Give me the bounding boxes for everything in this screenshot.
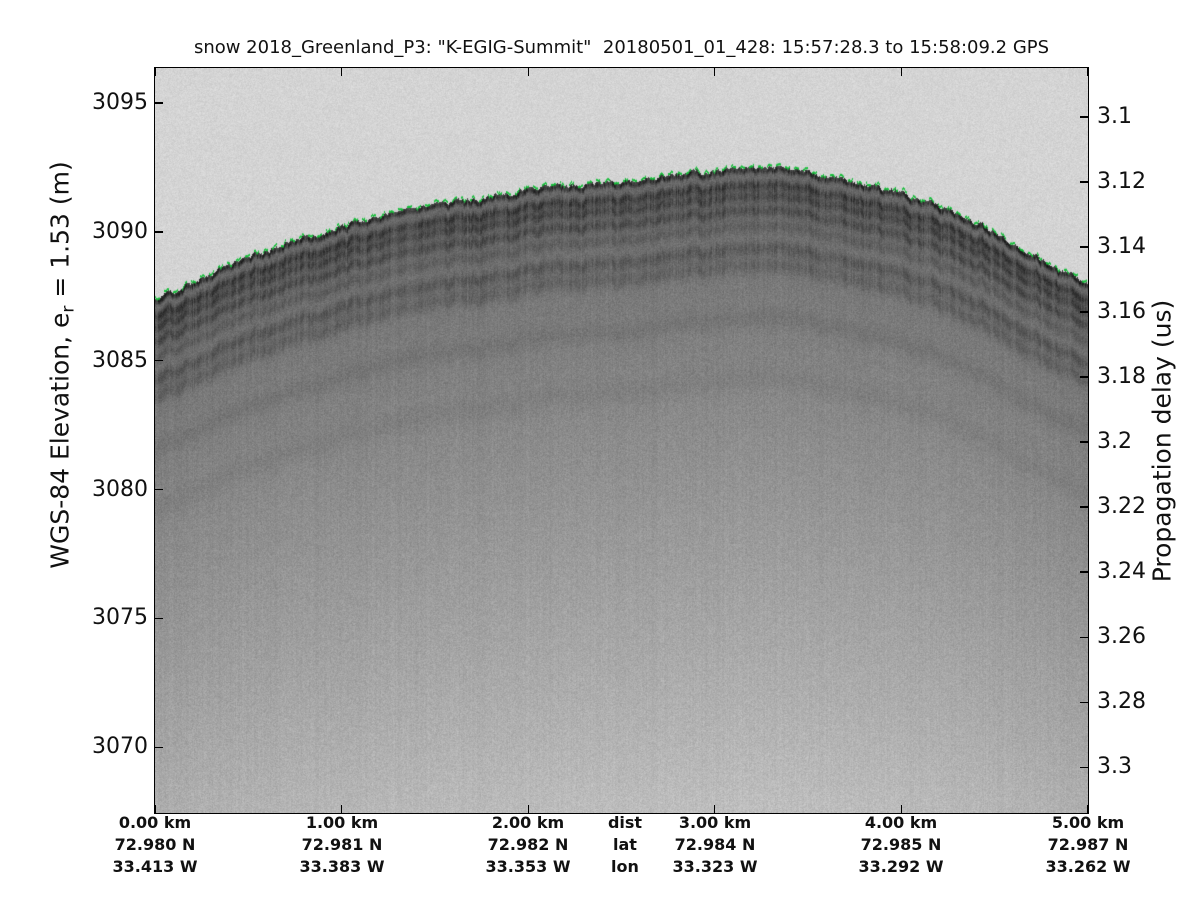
x-axis-column: 0.00 km 72.980 N 33.413 W	[113, 812, 198, 878]
left-axis-tick-label: 3075	[92, 605, 148, 630]
x-axis-km-label: 2.00 km	[491, 813, 565, 832]
right-axis-tick	[1080, 311, 1088, 313]
left-axis-tick-label: 3080	[92, 477, 148, 502]
x-axis-key-label: lat	[613, 835, 637, 854]
x-axis-km-label: 3.00 km	[678, 813, 752, 832]
radar-echogram-canvas	[155, 68, 1088, 813]
left-axis-tick	[155, 746, 163, 748]
x-axis-column: 4.00 km 72.985 N 33.292 W	[859, 812, 944, 878]
left-axis-title-subscript: r	[58, 305, 79, 313]
left-axis-tick	[155, 488, 163, 491]
x-axis-tick-bottom	[527, 805, 529, 813]
right-axis-tick	[1080, 636, 1088, 638]
left-axis-tick	[155, 102, 163, 104]
x-axis-km-label: 4.00 km	[864, 813, 938, 832]
left-axis-tick	[155, 360, 163, 362]
x-axis-lon-label: 33.353 W	[485, 857, 571, 876]
x-axis-tick-top	[900, 68, 903, 76]
left-axis-tick-label: 3070	[92, 734, 148, 759]
x-axis-tick-top	[527, 68, 529, 76]
x-axis-km-label: 1.00 km	[305, 813, 379, 832]
x-axis-lon-label: 33.413 W	[112, 857, 198, 876]
x-axis-tick-top	[154, 68, 156, 76]
x-axis-column: 1.00 km 72.981 N 33.383 W	[300, 812, 385, 878]
x-axis-lon-label: 33.262 W	[1045, 857, 1131, 876]
right-axis-tick-label: 3.1	[1097, 104, 1132, 129]
x-axis-tick-bottom	[900, 805, 903, 813]
x-axis-lat-label: 72.985 N	[860, 835, 942, 854]
right-axis-tick	[1080, 376, 1088, 378]
x-axis-tick-bottom	[340, 805, 343, 813]
right-axis-tick-label: 3.14	[1097, 234, 1146, 259]
x-axis-km-label: 5.00 km	[1051, 813, 1125, 832]
right-axis-tick	[1080, 766, 1088, 768]
x-axis-lon-label: 33.323 W	[672, 857, 758, 876]
right-axis-tick	[1080, 701, 1088, 703]
right-axis-tick	[1080, 506, 1088, 508]
x-axis-key-column: dist lat lon	[608, 812, 642, 878]
left-axis-tick-label: 3095	[92, 90, 148, 115]
x-axis-tick-top	[714, 68, 716, 76]
left-axis-tick-label: 3085	[92, 348, 148, 373]
right-axis-tick-label: 3.18	[1097, 364, 1146, 389]
right-axis-tick	[1080, 571, 1088, 573]
x-axis-tick-bottom	[714, 805, 716, 813]
x-axis-key-label: dist	[607, 813, 643, 832]
left-axis-tick	[155, 231, 163, 233]
x-axis-tick-bottom	[154, 805, 156, 813]
right-axis-tick-label: 3.22	[1097, 494, 1146, 519]
right-axis-tick	[1080, 246, 1088, 248]
right-axis-tick-label: 3.24	[1097, 559, 1146, 584]
right-axis-tick-label: 3.2	[1097, 429, 1132, 454]
right-axis-tick	[1080, 441, 1088, 443]
plot-area	[154, 67, 1089, 814]
x-axis-tick-top	[1087, 68, 1089, 76]
plot-title: snow 2018_Greenland_P3: "K-EGIG-Summit" …	[193, 37, 1050, 58]
right-axis-tick-label: 3.28	[1097, 689, 1146, 714]
right-axis-tick-label: 3.26	[1097, 624, 1146, 649]
left-axis-tick	[155, 617, 163, 620]
x-axis-km-label: 0.00 km	[118, 813, 192, 832]
right-axis-tick	[1080, 181, 1088, 183]
right-axis-tick-label: 3.12	[1097, 169, 1146, 194]
x-axis-lat-label: 72.987 N	[1047, 835, 1129, 854]
x-axis-lon-label: 33.383 W	[299, 857, 385, 876]
x-axis-lat-label: 72.984 N	[674, 835, 756, 854]
x-axis-column: 2.00 km 72.982 N 33.353 W	[486, 812, 571, 878]
x-axis-lat-label: 72.981 N	[301, 835, 383, 854]
right-axis-tick	[1080, 116, 1088, 118]
x-axis-column: 5.00 km 72.987 N 33.262 W	[1046, 812, 1131, 878]
x-axis-key-label: lon	[611, 857, 639, 876]
x-axis-lon-label: 33.292 W	[858, 857, 944, 876]
x-axis-lat-label: 72.980 N	[114, 835, 196, 854]
x-axis-column: 3.00 km 72.984 N 33.323 W	[673, 812, 758, 878]
x-axis-lat-label: 72.982 N	[487, 835, 569, 854]
left-axis-tick-label: 3090	[92, 219, 148, 244]
x-axis-tick-top	[340, 68, 343, 76]
x-axis-tick-bottom	[1087, 805, 1089, 813]
right-axis-tick-label: 3.16	[1097, 299, 1146, 324]
right-axis-tick-label: 3.3	[1097, 754, 1132, 779]
